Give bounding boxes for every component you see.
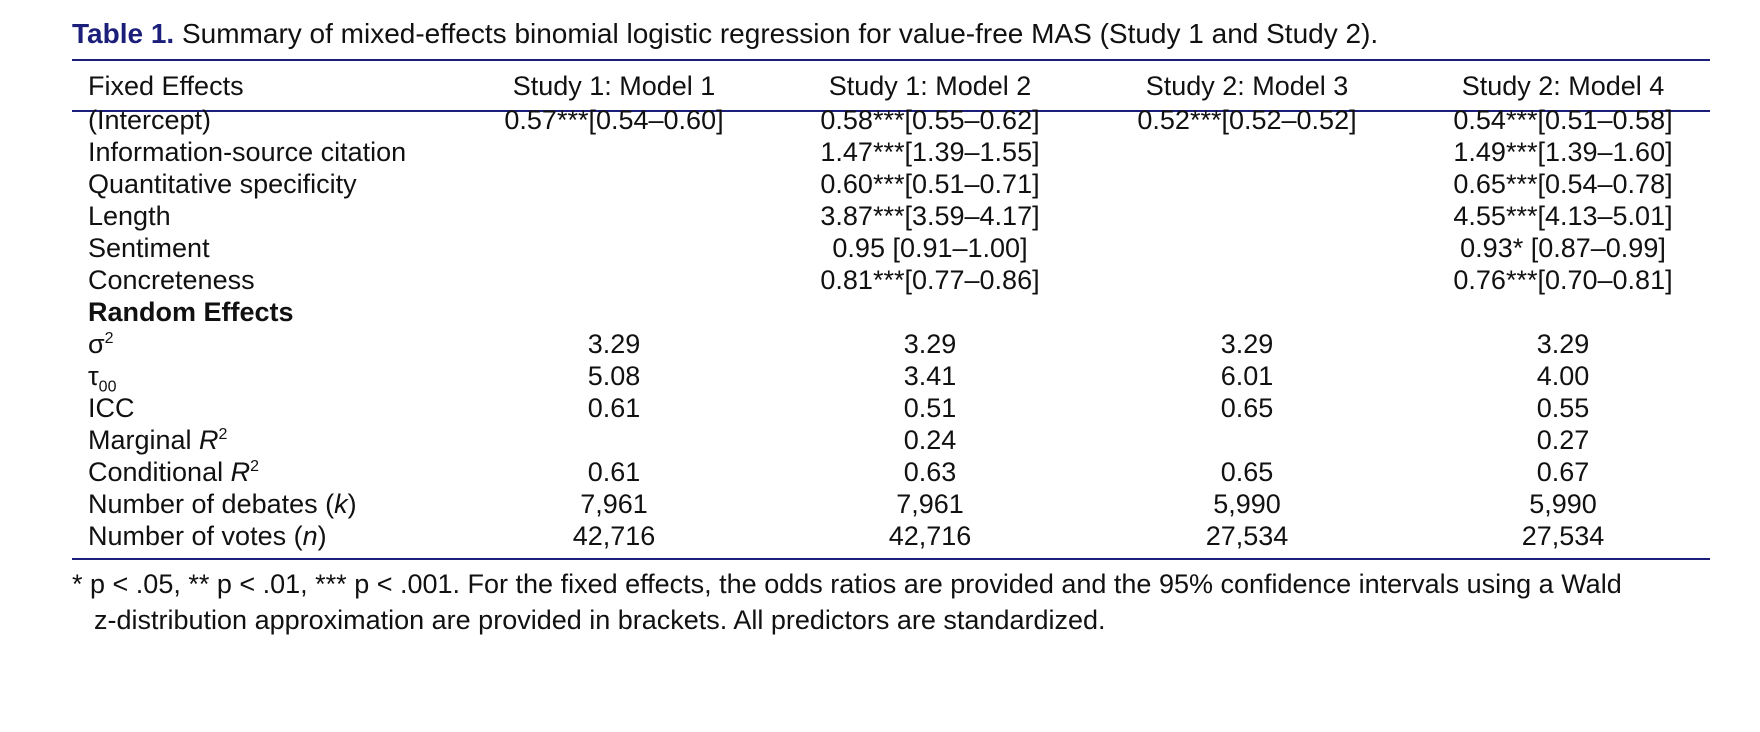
table-row: ICC 0.61 0.51 0.65 0.55 (72, 390, 1710, 426)
header-rule (72, 110, 1710, 112)
table-row: (Intercept) 0.57***[0.54–0.60] 0.58***[0… (72, 102, 1710, 138)
table-cell: 3.29 (587, 329, 641, 359)
table-cell: 3.41 (903, 361, 957, 391)
table-row: Number of votes (n) 42,716 42,716 27,534… (72, 518, 1710, 554)
header-study2-model4: Study 2: Model 4 (1461, 71, 1665, 101)
table-cell: 0.81***[0.77–0.86] (820, 265, 1040, 295)
table-cell: 0.51 (903, 393, 957, 423)
table-cell: 0.65***[0.54–0.78] (1453, 169, 1673, 199)
table-row: Number of debates (k) 7,961 7,961 5,990 … (72, 486, 1710, 522)
table-row: τ00 5.08 3.41 6.01 4.00 (72, 358, 1710, 396)
table-cell: 3.29 (1220, 329, 1274, 359)
table-cell: 5,990 (1529, 489, 1597, 519)
top-rule (72, 59, 1710, 61)
footnote-line-2: z-distribution approximation are provide… (94, 605, 1106, 635)
row-label: Quantitative specificity (88, 169, 357, 199)
table-row: Conditional R2 0.61 0.63 0.65 0.67 (72, 454, 1710, 490)
table-footnote: * p < .05, ** p < .01, *** p < .001. For… (72, 566, 1710, 638)
table-row: Information-source citation 1.47***[1.39… (72, 134, 1710, 170)
table-cell: 1.47***[1.39–1.55] (820, 137, 1040, 167)
row-label: (Intercept) (88, 105, 212, 135)
row-label: Length (88, 201, 171, 231)
table-caption: Table 1. Summary of mixed-effects binomi… (72, 18, 1378, 50)
footnote-line-1: * p < .05, ** p < .01, *** p < .001. For… (72, 569, 1622, 599)
header-fixed-effects: Fixed Effects (88, 71, 244, 101)
table-cell: 42,716 (572, 521, 656, 551)
table-cell: 6.01 (1220, 361, 1274, 391)
table-cell: 27,534 (1205, 521, 1289, 551)
row-label: Number of votes (n) (88, 521, 327, 551)
table-cell: 7,961 (580, 489, 648, 519)
table-cell: 0.61 (587, 457, 641, 487)
table-cell: 5,990 (1213, 489, 1281, 519)
row-label: Marginal R2 (88, 425, 228, 455)
row-label: Concreteness (88, 265, 255, 295)
table-cell: 0.60***[0.51–0.71] (820, 169, 1040, 199)
table-cell: 0.27 (1536, 425, 1590, 455)
table-cell: 0.95 [0.91–1.00] (832, 233, 1028, 263)
random-effects-heading: Random Effects (88, 297, 294, 327)
table-cell: 3.29 (1536, 329, 1590, 359)
table-cell: 0.93* [0.87–0.99] (1460, 233, 1666, 263)
table-cell: 4.00 (1536, 361, 1590, 391)
row-label: ICC (88, 393, 135, 423)
table-cell: 0.76***[0.70–0.81] (1453, 265, 1673, 295)
row-label: Sentiment (88, 233, 210, 263)
bottom-rule (72, 558, 1710, 560)
header-study1-model1: Study 1: Model 1 (512, 71, 716, 101)
table-cell: 0.24 (903, 425, 957, 455)
table-row: σ2 3.29 3.29 3.29 3.29 (72, 326, 1710, 362)
table-row: Length 3.87***[3.59–4.17] 4.55***[4.13–5… (72, 198, 1710, 234)
row-label: Information-source citation (88, 137, 407, 167)
table-cell: 0.58***[0.55–0.62] (820, 105, 1040, 135)
table-cell: 0.55 (1536, 393, 1590, 423)
row-label: σ2 (88, 329, 114, 359)
table-cell: 0.52***[0.52–0.52] (1137, 105, 1357, 135)
table-cell: 4.55***[4.13–5.01] (1453, 201, 1673, 231)
row-label: Number of debates (k) (88, 489, 357, 519)
table-cell: 0.57***[0.54–0.60] (504, 105, 724, 135)
table-cell: 0.54***[0.51–0.58] (1453, 105, 1673, 135)
random-effects-heading-row: Random Effects (72, 294, 1710, 330)
header-study1-model2: Study 1: Model 2 (828, 71, 1032, 101)
table-cell: 5.08 (587, 361, 641, 391)
row-label: Conditional R2 (88, 457, 259, 487)
table-cell: 0.63 (903, 457, 957, 487)
table-row: Concreteness 0.81***[0.77–0.86] 0.76***[… (72, 262, 1710, 298)
row-label: τ00 (88, 361, 117, 396)
table-header-row: Fixed Effects Study 1: Model 1 Study 1: … (72, 68, 1710, 104)
table-row: Sentiment 0.95 [0.91–1.00] 0.93* [0.87–0… (72, 230, 1710, 266)
table-cell: 7,961 (896, 489, 964, 519)
table-row: Marginal R2 0.24 0.27 (72, 422, 1710, 458)
table-cell: 3.87***[3.59–4.17] (820, 201, 1040, 231)
table-cell: 0.61 (587, 393, 641, 423)
table-cell: 27,534 (1521, 521, 1605, 551)
table-cell: 0.65 (1220, 393, 1274, 423)
table-cell: 3.29 (903, 329, 957, 359)
table-cell: 0.67 (1536, 457, 1590, 487)
table-caption-text: Summary of mixed-effects binomial logist… (181, 18, 1379, 49)
table-cell: 0.65 (1220, 457, 1274, 487)
table-cell: 42,716 (888, 521, 972, 551)
table-row: Quantitative specificity 0.60***[0.51–0.… (72, 166, 1710, 202)
table-cell: 1.49***[1.39–1.60] (1453, 137, 1673, 167)
table-caption-label: Table 1. (72, 18, 175, 49)
header-study2-model3: Study 2: Model 3 (1145, 71, 1349, 101)
